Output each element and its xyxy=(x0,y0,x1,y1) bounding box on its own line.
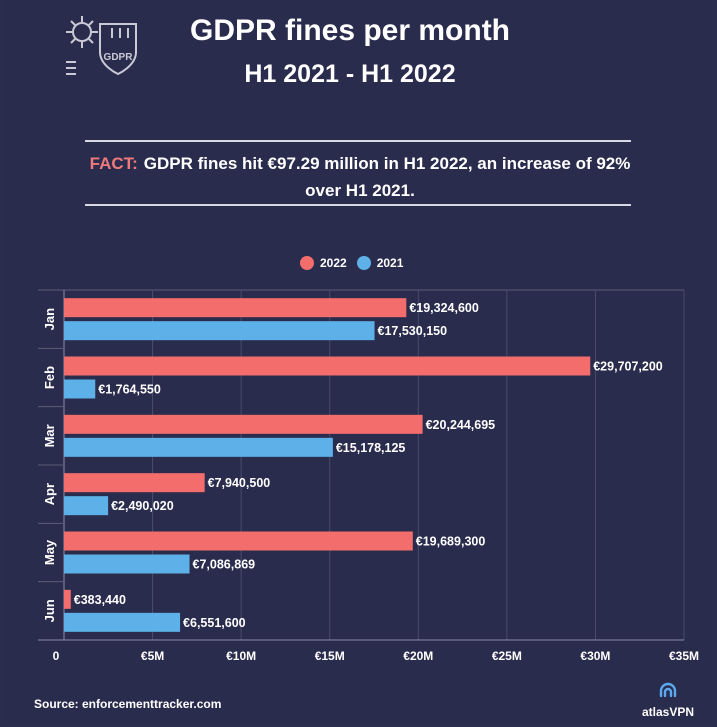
bar-2021 xyxy=(64,379,96,399)
x-tick-label: €10M xyxy=(226,649,256,663)
category-label: Mar xyxy=(42,424,57,447)
bar-2022 xyxy=(64,414,423,434)
data-label-2022: €7,940,500 xyxy=(208,476,271,490)
bar-2021 xyxy=(64,496,109,516)
category-label: Jan xyxy=(42,308,57,330)
gear-icon xyxy=(72,22,92,42)
data-label-2022: €19,324,600 xyxy=(409,301,479,315)
chart-subtitle: H1 2021 - H1 2022 xyxy=(244,60,456,88)
fact-text: GDPR fines hit €97.29 million in H1 2022… xyxy=(143,154,631,200)
data-label-2021: €1,764,550 xyxy=(98,383,161,397)
legend-label-2022: 2022 xyxy=(320,256,347,270)
bar-2022 xyxy=(64,531,413,551)
category-label: Feb xyxy=(42,366,57,389)
x-tick-label: €25M xyxy=(492,649,522,663)
bar-2022 xyxy=(64,589,71,609)
divider-bottom xyxy=(85,204,631,206)
data-label-2022: €29,707,200 xyxy=(593,360,663,374)
x-tick-label: €30M xyxy=(580,649,610,663)
x-tick-label: €5M xyxy=(141,649,164,663)
legend-label-2021: 2021 xyxy=(376,256,404,270)
category-label: Jun xyxy=(42,599,57,622)
fact-label: FACT: xyxy=(89,154,138,173)
data-label-2021: €7,086,869 xyxy=(193,558,256,572)
chart-title: GDPR fines per month xyxy=(189,14,511,47)
data-label-2022: €19,689,300 xyxy=(416,535,486,549)
fact-box: FACT: GDPR fines hit €97.29 million in H1… xyxy=(70,150,650,204)
brand-logo: atlasVPN xyxy=(638,680,698,719)
data-label-2021: €2,490,020 xyxy=(111,499,174,513)
data-label-2021: €15,178,125 xyxy=(336,441,406,455)
legend-item-2022: 2022 xyxy=(300,256,347,270)
category-label: May xyxy=(42,539,57,565)
divider-top xyxy=(85,140,631,142)
chart-legend: 2022 2021 xyxy=(300,254,413,272)
atlasvpn-icon xyxy=(659,682,677,698)
x-tick-label: 0 xyxy=(53,649,60,663)
x-tick-label: €20M xyxy=(403,649,433,663)
bar-2022 xyxy=(64,473,205,493)
source-note: Source: enforcementtracker.com xyxy=(34,697,222,711)
data-label-2022: €383,440 xyxy=(74,593,126,607)
legend-swatch-2021 xyxy=(356,256,371,270)
bar-2021 xyxy=(64,437,333,457)
x-tick-label: €15M xyxy=(315,649,345,663)
data-label-2021: €17,530,150 xyxy=(378,324,448,338)
x-tick-label: €35M xyxy=(669,649,699,663)
data-label-2021: €6,551,600 xyxy=(183,616,246,630)
category-label: Apr xyxy=(42,483,57,505)
bar-2021 xyxy=(64,612,181,632)
legend-item-2021: 2021 xyxy=(356,256,404,270)
badge-text: GDPR xyxy=(104,52,134,63)
bar-2022 xyxy=(64,356,591,376)
data-label-2022: €20,244,695 xyxy=(426,418,496,432)
brand-name: atlasVPN xyxy=(641,705,695,719)
bar-2021 xyxy=(64,321,375,341)
bar-2021 xyxy=(64,554,190,574)
gdpr-badge-logo: GDPR xyxy=(66,16,137,76)
bar-2022 xyxy=(64,298,407,318)
legend-swatch-2022 xyxy=(300,256,314,270)
